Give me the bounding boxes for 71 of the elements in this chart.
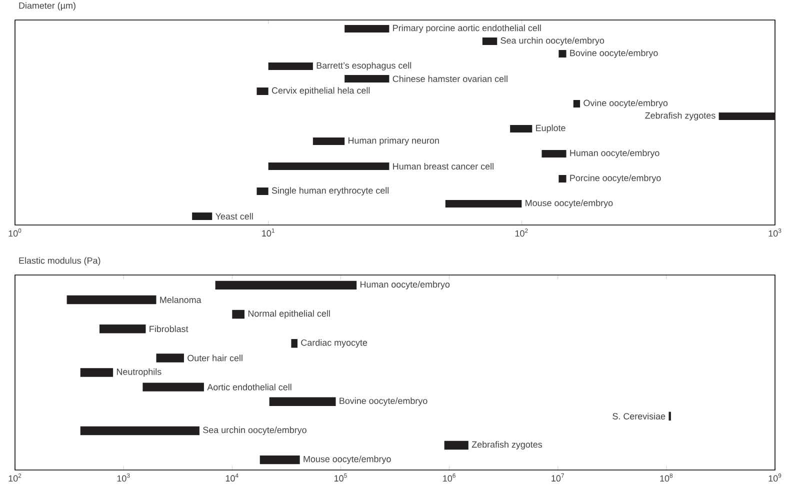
data-label: Chinese hamster ovarian cell [392, 75, 508, 82]
bar [80, 426, 200, 436]
data-label: Sea urchin oocyte/embryo [203, 426, 306, 435]
x-tick-label: 10$^{1}$ [262, 228, 274, 237]
x-tick-label: 10$^{7}$ [552, 474, 564, 482]
bar [344, 75, 390, 82]
bar [510, 125, 532, 133]
bar [232, 310, 245, 319]
bar [542, 150, 566, 158]
data-label: Single human erythrocyte cell [272, 187, 389, 196]
bar [482, 38, 498, 45]
data-label: Aortic endothelial cell [207, 384, 292, 390]
bar [268, 62, 313, 70]
bar [80, 368, 114, 377]
bar [573, 100, 580, 108]
data-label: Sea urchin oocyte/embryo [500, 37, 604, 46]
bar [558, 50, 566, 58]
bar [215, 280, 357, 290]
data-label: Human primary neuron [348, 137, 439, 146]
bar [445, 200, 522, 208]
bar [269, 397, 336, 406]
data-label: Mouse oocyte/embryo [526, 200, 613, 208]
x-tick-label: 10$^{4}$ [226, 474, 238, 482]
data-label: Primary porcine aortic endothelial cell [393, 24, 541, 33]
chart-title: Elastic modulus (Pa) [19, 257, 100, 266]
data-label: Bovine oocyte/embryo [570, 50, 658, 58]
x-tick-label: 10$^{9}$ [768, 474, 782, 482]
data-label: Yeast cell [216, 212, 253, 220]
x-tick-label: 10$^{2}$ [515, 228, 528, 237]
data-label: Zebrafish zygotes [645, 112, 716, 120]
data-label: Ovine oocyte/embryo [584, 100, 668, 108]
data-label: Cardiac myocyte [301, 339, 368, 348]
data-label: Zebrafish zygotes [472, 441, 542, 450]
data-label: S. Cerevisiae [612, 412, 666, 420]
bar [312, 138, 345, 146]
data-label: Fibroblast [150, 326, 188, 332]
x-tick-label: 10$^{3}$ [117, 474, 130, 482]
bar [99, 324, 146, 334]
bar [256, 188, 268, 196]
data-label: Barrett’s esophagus cell [316, 62, 412, 70]
bar [142, 382, 204, 392]
bar [260, 455, 300, 464]
data-label: Human oocyte/embryo [570, 150, 660, 158]
data-label: Neutrophils [116, 368, 162, 377]
bar [256, 88, 268, 95]
data-label: Human oocyte/embryo [360, 281, 450, 290]
x-tick-label: 10$^{6}$ [443, 474, 456, 482]
data-label: Euplote [536, 124, 566, 133]
bar [444, 440, 468, 450]
x-tick-label: 10$^{0}$ [8, 228, 22, 237]
bar [718, 112, 776, 120]
data-label: Mouse oocyte/embryo [304, 456, 391, 464]
bar [156, 354, 184, 362]
bar [268, 162, 390, 170]
data-label: Human breast cancer cell [393, 162, 494, 170]
bar [66, 295, 156, 304]
chart-title: Diameter (µm) [19, 2, 76, 10]
data-label: Porcine oocyte/embryo [570, 174, 661, 183]
x-tick-label: 10$^{8}$ [660, 474, 673, 482]
data-label: Normal epithelial cell [248, 310, 330, 318]
data-label: Outer hair cell [188, 354, 242, 362]
bar [558, 175, 566, 183]
data-label: Bovine oocyte/embryo [340, 397, 428, 406]
x-tick-label: 10$^{3}$ [768, 228, 782, 237]
x-tick-label: 10$^{5}$ [334, 474, 347, 482]
bar [344, 25, 390, 32]
x-tick-label: 10$^{2}$ [8, 474, 22, 482]
bar [291, 339, 298, 348]
data-label: Melanoma [160, 296, 202, 304]
data-label: Cervix epithelial hela cell [272, 87, 370, 96]
bar [192, 212, 212, 220]
